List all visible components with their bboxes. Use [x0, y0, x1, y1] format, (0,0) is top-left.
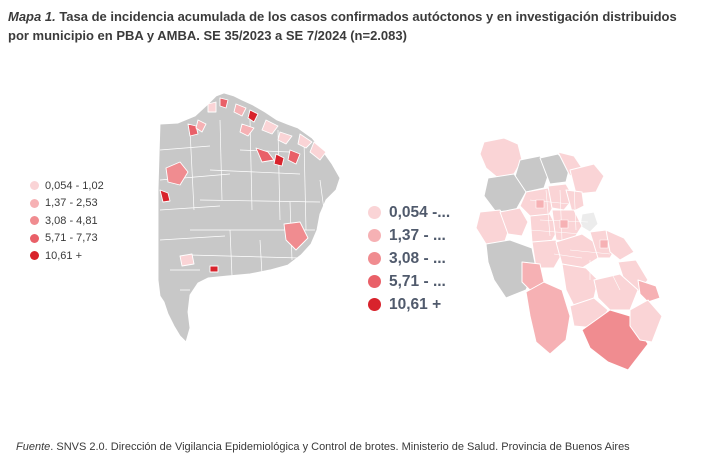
source-text: . SNVS 2.0. Dirección de Vigilancia Epid…	[50, 441, 630, 453]
amba-muni-nw1	[479, 137, 523, 179]
legend-right: 0,054 -... 1,37 - ... 3,08 - ... 5,71 - …	[368, 201, 450, 316]
legend-left-label-2: 1,37 - 2,53	[45, 197, 98, 210]
amba-muni-w3	[499, 207, 529, 237]
legend-right-item-3: 3,08 - ...	[368, 247, 450, 270]
pba-muni-class4-center3	[287, 149, 301, 165]
amba-muni-class2-3	[599, 239, 609, 249]
amba-muni-c3	[565, 189, 585, 213]
legend-left-item-3: 3,08 - 4,81	[30, 212, 104, 230]
map-title: Mapa 1. Tasa de incidencia acumulada de …	[8, 7, 698, 45]
amba-muni-se-coast	[637, 279, 661, 303]
amba-muni-s4	[525, 281, 571, 355]
legend-left-label-4: 5,71 - 7,73	[45, 232, 98, 245]
source-lead: Fuente	[16, 441, 51, 453]
pba-muni-class4-north1	[187, 123, 199, 137]
pba-muni-class5-north5	[247, 109, 259, 123]
legend-dot-icon	[368, 252, 381, 265]
amba-choropleth-map	[475, 137, 663, 371]
pba-muni-class2-north6	[239, 123, 255, 137]
legend-right-label-3: 3,08 - ...	[389, 249, 446, 267]
legend-right-item-5: 10,61 +	[368, 293, 450, 316]
pba-muni-class1-center4	[297, 133, 313, 149]
legend-right-item-4: 5,71 - ...	[368, 270, 450, 293]
pba-muni-class2-north2	[195, 119, 207, 133]
legend-right-label-4: 5,71 - ...	[389, 272, 446, 290]
legend-dot-icon	[368, 229, 381, 242]
legend-right-item-1: 0,054 -...	[368, 201, 450, 224]
pba-muni-class1-east1	[309, 141, 327, 161]
pba-muni-class3-south1	[283, 221, 309, 251]
pba-muni-class1-north9	[207, 101, 217, 113]
legend-dot-icon	[368, 298, 381, 311]
pba-muni-class2-north4	[233, 103, 247, 117]
legend-right-label-5: 10,61 +	[389, 295, 442, 313]
legend-left-item-1: 0,054 - 1,02	[30, 177, 104, 195]
pba-muni-class5-west	[159, 189, 171, 203]
legend-left-item-2: 1,37 - 2,53	[30, 195, 104, 213]
pba-muni-class3-west	[165, 161, 189, 186]
legend-dot-icon	[30, 233, 39, 243]
pba-muni-class1-south2	[179, 253, 195, 267]
legend-left-label-3: 3,08 - 4,81	[45, 214, 98, 227]
legend-dot-icon	[30, 251, 39, 261]
pba-muni-class5-center2	[273, 153, 285, 167]
pba-muni-class1-north8	[277, 131, 293, 145]
amba-muni-e2	[605, 229, 635, 261]
legend-left-item-4: 5,71 - 7,73	[30, 230, 104, 248]
map-title-lead: Mapa 1.	[8, 9, 56, 24]
legend-left-label-1: 0,054 - 1,02	[45, 179, 104, 192]
amba-muni-class2-2	[559, 219, 569, 229]
legend-left-label-5: 10,61 +	[45, 249, 83, 262]
legend-dot-icon	[30, 198, 39, 208]
pba-choropleth-map	[157, 92, 340, 343]
legend-right-label-1: 0,054 -...	[389, 203, 451, 221]
pba-muni-class4-north3	[219, 97, 229, 109]
legend-dot-icon	[30, 181, 39, 191]
legend-left-item-5: 10,61 +	[30, 247, 104, 265]
legend-right-label-2: 1,37 - ...	[389, 226, 446, 244]
source-note: Fuente. SNVS 2.0. Dirección de Vigilanci…	[16, 441, 630, 453]
legend-dot-icon	[368, 206, 381, 219]
pba-muni-class5-south3	[209, 265, 219, 273]
amba-muni-ne1	[569, 163, 605, 195]
map-title-text: Tasa de incidencia acumulada de los caso…	[8, 9, 677, 43]
legend-left: 0,054 - 1,02 1,37 - 2,53 3,08 - 4,81 5,7…	[30, 177, 104, 265]
amba-muni-class2-1	[535, 199, 545, 209]
legend-dot-icon	[368, 275, 381, 288]
pba-muni-class1-north7	[261, 119, 279, 135]
legend-right-item-2: 1,37 - ...	[368, 224, 450, 247]
amba-muni-c4	[529, 213, 559, 245]
legend-dot-icon	[30, 216, 39, 226]
amba-muni-se2	[629, 299, 663, 343]
pba-muni-class4-center1	[255, 147, 275, 163]
